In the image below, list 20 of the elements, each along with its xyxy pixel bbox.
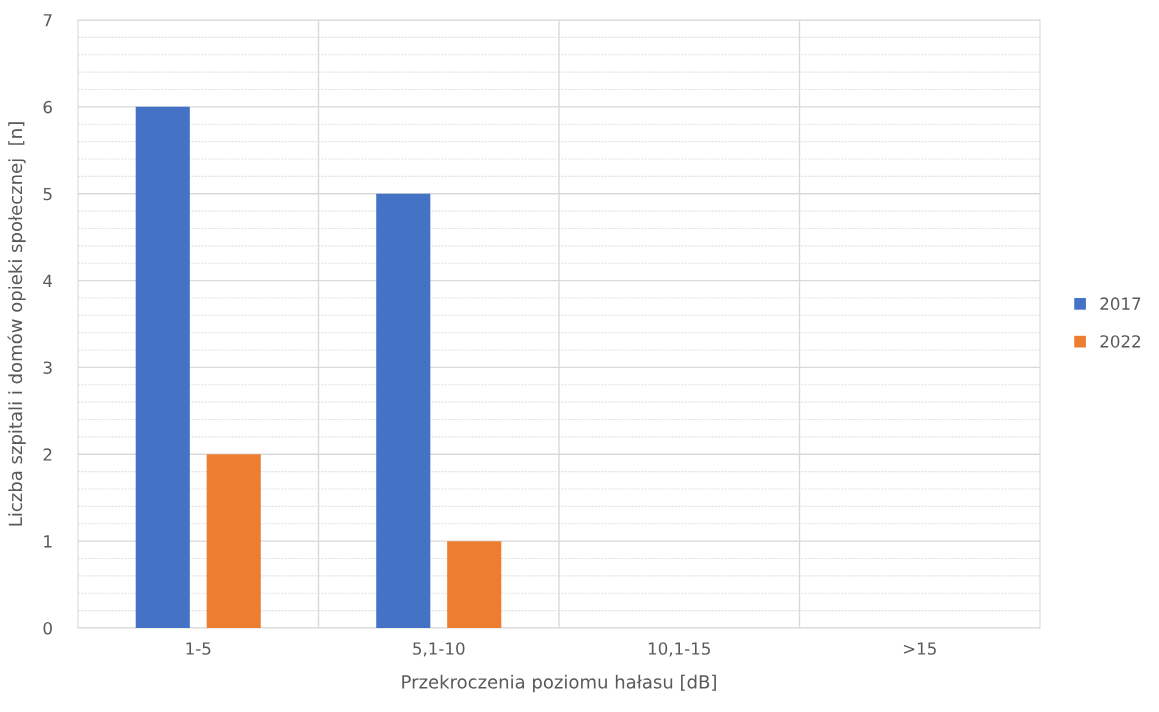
legend-label: 2022 — [1100, 335, 1140, 348]
x-tick-label: 10,1-15 — [648, 642, 710, 657]
y-tick-label: 1 — [44, 535, 52, 548]
bar — [447, 541, 502, 628]
bar — [135, 106, 190, 628]
y-tick-label: 3 — [43, 361, 52, 374]
y-axis-title: Liczba szpitali i domów opieki społecznej [n] — [7, 122, 26, 526]
y-tick-label: 4 — [43, 274, 53, 287]
x-tick-label: >15 — [903, 642, 936, 655]
y-tick-label: 6 — [43, 100, 52, 114]
bar — [376, 193, 431, 628]
x-axis-title: Przekroczenia poziomu hałasu [dB] — [402, 674, 716, 693]
legend-label: 2017 — [1100, 297, 1141, 310]
y-tick-label: 2 — [43, 448, 52, 461]
y-tick-label: 5 — [43, 187, 52, 201]
x-tick-label: 5,1-10 — [413, 642, 465, 657]
y-tick-label: 7 — [43, 14, 52, 27]
bar — [206, 454, 261, 628]
x-tick-label: 1-5 — [186, 642, 211, 655]
y-tick-label: 0 — [43, 621, 52, 635]
